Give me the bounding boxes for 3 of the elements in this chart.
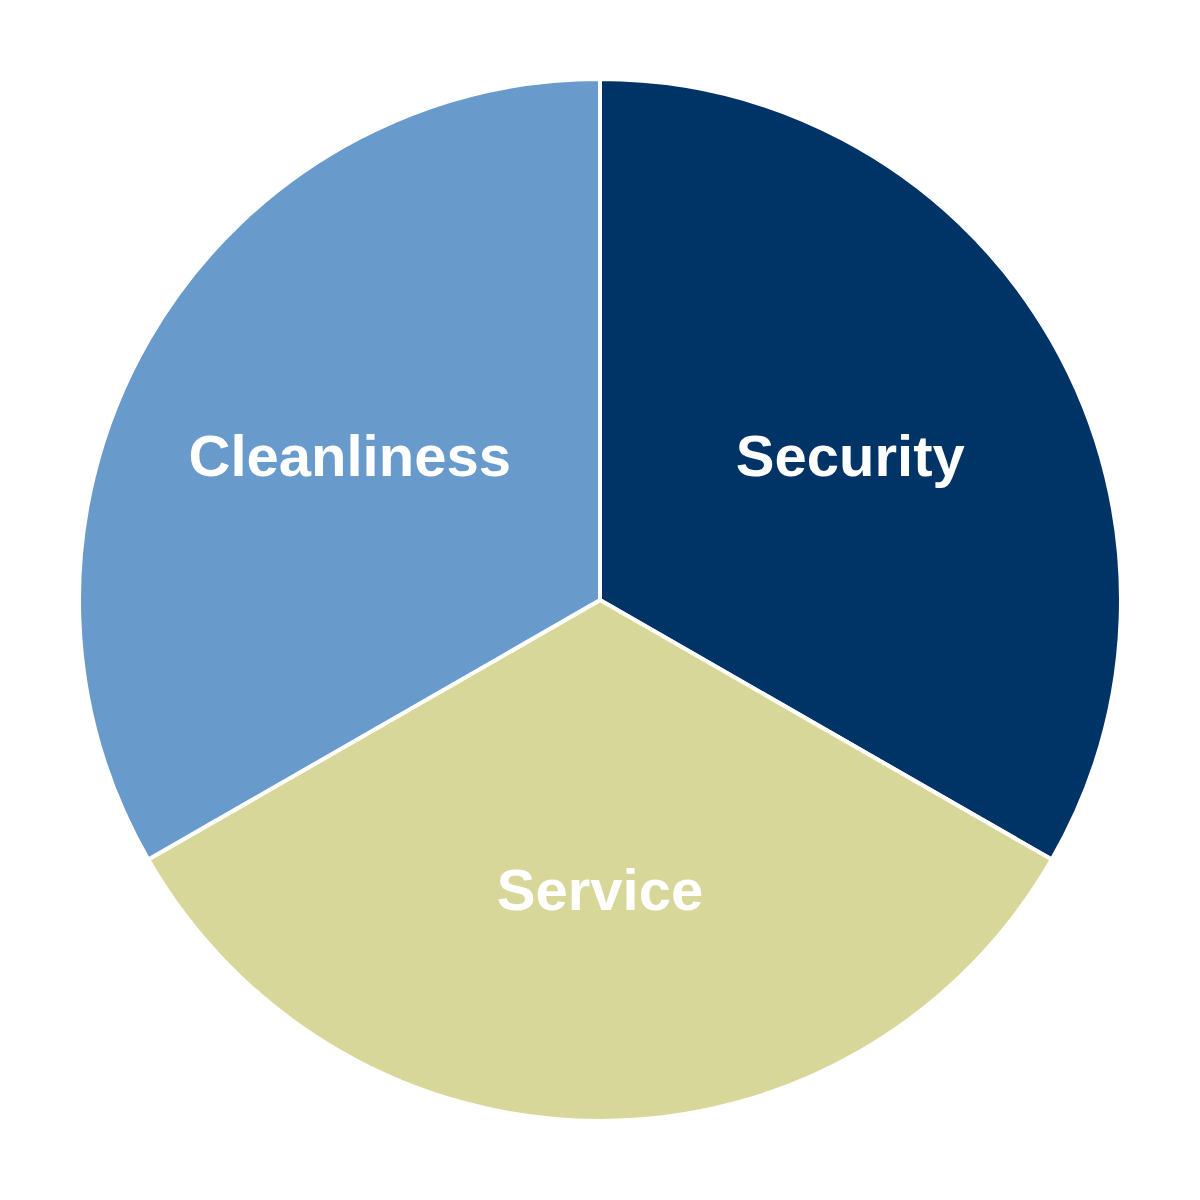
slice-label: Cleanliness	[188, 422, 511, 488]
slice-label: Service	[496, 856, 704, 922]
slice-label: Security	[735, 422, 965, 488]
